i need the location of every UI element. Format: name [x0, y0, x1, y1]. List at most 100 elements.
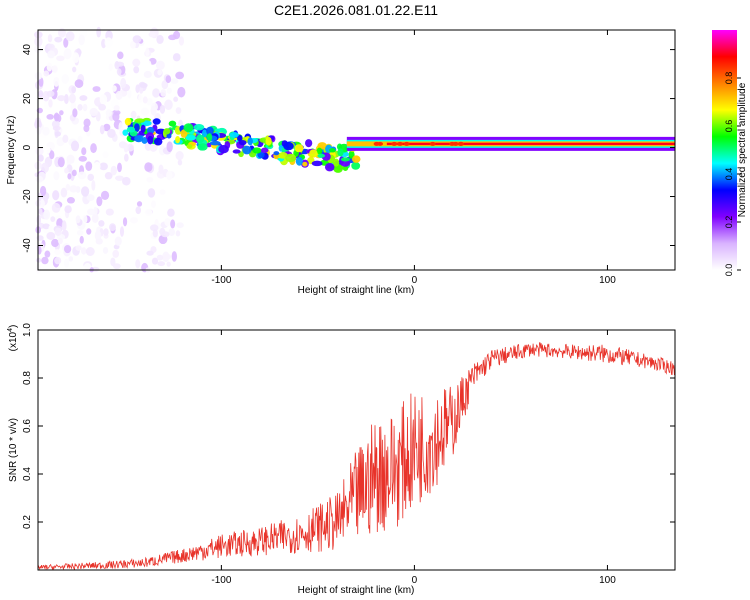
- spectrogram-noise-blob: [99, 262, 106, 271]
- carrier-spot: [396, 141, 403, 146]
- spectrogram-noise-blob: [64, 205, 72, 214]
- spectrogram-noise-blob: [102, 246, 109, 254]
- spectrogram-noise-blob: [161, 80, 169, 90]
- spectrogram-noise-blob: [71, 169, 77, 177]
- spectrogram-band-blob: [185, 135, 197, 141]
- spectrogram-noise-blob: [139, 87, 144, 94]
- spectrogram-noise-blob: [177, 159, 183, 166]
- spectrogram-noise-blob: [47, 34, 53, 43]
- spectrogram-noise-blob: [63, 244, 72, 254]
- spectrogram-noise-blob: [163, 253, 172, 260]
- spectrogram-noise-blob: [171, 251, 177, 262]
- y-tick-label: -40: [22, 238, 33, 253]
- spectrogram-noise-blob: [175, 107, 182, 114]
- spectrogram-noise-blob: [99, 162, 108, 171]
- carrier-spot: [391, 141, 398, 146]
- spectrogram-band-blob: [207, 133, 213, 142]
- spectrogram-band-blob: [175, 136, 181, 144]
- spectrogram-noise-blob: [51, 65, 58, 74]
- spectrogram-noise-blob: [82, 214, 88, 224]
- spectrogram-band-blob: [337, 148, 344, 157]
- spectrogram-noise-blob: [167, 208, 175, 217]
- spectrogram-noise-blob: [80, 247, 87, 255]
- snr-series-line: [37, 342, 676, 571]
- spectrogram-band-blob: [340, 157, 350, 162]
- spectrogram-noise-blob: [178, 36, 185, 46]
- spectrogram-band-blob: [146, 126, 155, 135]
- y-tick-label: 40: [22, 44, 33, 56]
- spectrogram-noise-blob: [54, 256, 62, 265]
- spectrogram-noise-blob: [83, 263, 92, 270]
- spectrogram-band-blob: [202, 129, 208, 138]
- spectrogram-noise-blob: [105, 109, 112, 117]
- spectrogram-noise-blob: [112, 249, 120, 258]
- snr-background: [38, 330, 675, 570]
- spectrogram-frame: [37, 29, 676, 271]
- spectrogram-noise-blob: [57, 238, 63, 245]
- spectrogram-band-blob: [134, 118, 145, 123]
- spectrogram-band-blob: [252, 147, 262, 154]
- colorbar-label: Normalized spectral amplitude: [737, 82, 748, 217]
- spectrogram-noise-blob: [147, 188, 156, 198]
- spectrogram-noise-blob: [175, 71, 185, 80]
- spectrogram-band-blob: [336, 165, 345, 170]
- spectrogram-noise-blob: [48, 225, 53, 233]
- spectrogram-noise-blob: [78, 155, 87, 162]
- spectrogram-noise-blob: [54, 227, 62, 236]
- spectrogram-noise-blob: [113, 105, 120, 111]
- spectrogram-noise-blob: [72, 66, 77, 73]
- spectrogram-band-blob: [342, 165, 349, 171]
- spectrogram-noise-blob: [168, 34, 177, 41]
- spectrogram-noise-blob: [124, 153, 129, 162]
- colorbar-tick-label: 0.0: [724, 264, 734, 277]
- spectrogram-noise-blob: [51, 238, 59, 248]
- spectrogram-noise-blob: [81, 147, 87, 156]
- spectrogram-noise-blob: [136, 201, 143, 207]
- carrier-spot: [373, 141, 380, 146]
- spectrogram-noise-blob: [86, 194, 95, 201]
- spectrogram-noise-blob: [151, 257, 159, 265]
- spectrogram-noise-blob: [71, 86, 77, 94]
- spectrogram-band-blob: [260, 147, 269, 153]
- y-tick-label: 0.4: [22, 467, 33, 481]
- spectrogram-noise-blob: [54, 36, 63, 43]
- spectrogram-noise-blob: [139, 82, 148, 89]
- spectrogram-noise-blob: [74, 79, 84, 88]
- spectrogram-band-blob: [237, 134, 243, 142]
- spectrogram-noise-blob: [53, 171, 60, 181]
- spectrogram-band-blob: [232, 149, 241, 154]
- spectrogram-noise-blob: [112, 263, 121, 270]
- spectrogram-noise-blob: [90, 143, 97, 154]
- spectrogram-noise-blob: [110, 165, 117, 176]
- spectrogram-band-blob: [340, 159, 351, 167]
- spectrogram-noise-blob: [60, 187, 68, 198]
- spectrogram-noise-blob: [39, 185, 47, 197]
- spectrogram-noise-blob: [79, 235, 84, 244]
- spectrogram-noise-blob: [119, 226, 125, 237]
- spectrogram-noise-blob: [129, 217, 139, 224]
- spectrogram-band-blob: [229, 132, 239, 138]
- spectrogram-noise-blob: [65, 31, 75, 42]
- spectrogram-noise-blob: [81, 186, 90, 197]
- spectrogram-noise-blob: [64, 167, 69, 174]
- x-tick-label: 100: [599, 275, 616, 286]
- spectrogram-noise-blob: [123, 142, 129, 153]
- spectrogram-x-label: Height of straight line (km): [298, 285, 415, 296]
- spectrogram-band-blob: [126, 126, 136, 133]
- y-tick-label: 1.0: [22, 323, 33, 337]
- spectrogram-noise-blob: [158, 164, 164, 174]
- snr-panel: -100 0 100 0.2 0.4 0.6 0.8 1.0 Height of strai…: [7, 323, 676, 596]
- spectrogram-noise-blob: [103, 228, 109, 236]
- spectrogram-noise-blob: [107, 128, 116, 138]
- spectrogram-noise-blob: [87, 208, 95, 216]
- spectrogram-noise-blob: [160, 89, 167, 97]
- spectrogram-noise-blob: [164, 217, 171, 227]
- snr-scale-prefix: (x10: [8, 331, 19, 351]
- carrier-core: [386, 142, 675, 146]
- spectrogram-band-blob: [166, 133, 172, 139]
- spectrogram-noise-blob: [63, 258, 70, 268]
- spectrogram-noise-blob: [99, 94, 108, 105]
- spectrogram-noise-blob: [133, 66, 140, 74]
- svg-text:(x104): (x104): [7, 325, 19, 352]
- spectrogram-noise-blob: [150, 105, 157, 116]
